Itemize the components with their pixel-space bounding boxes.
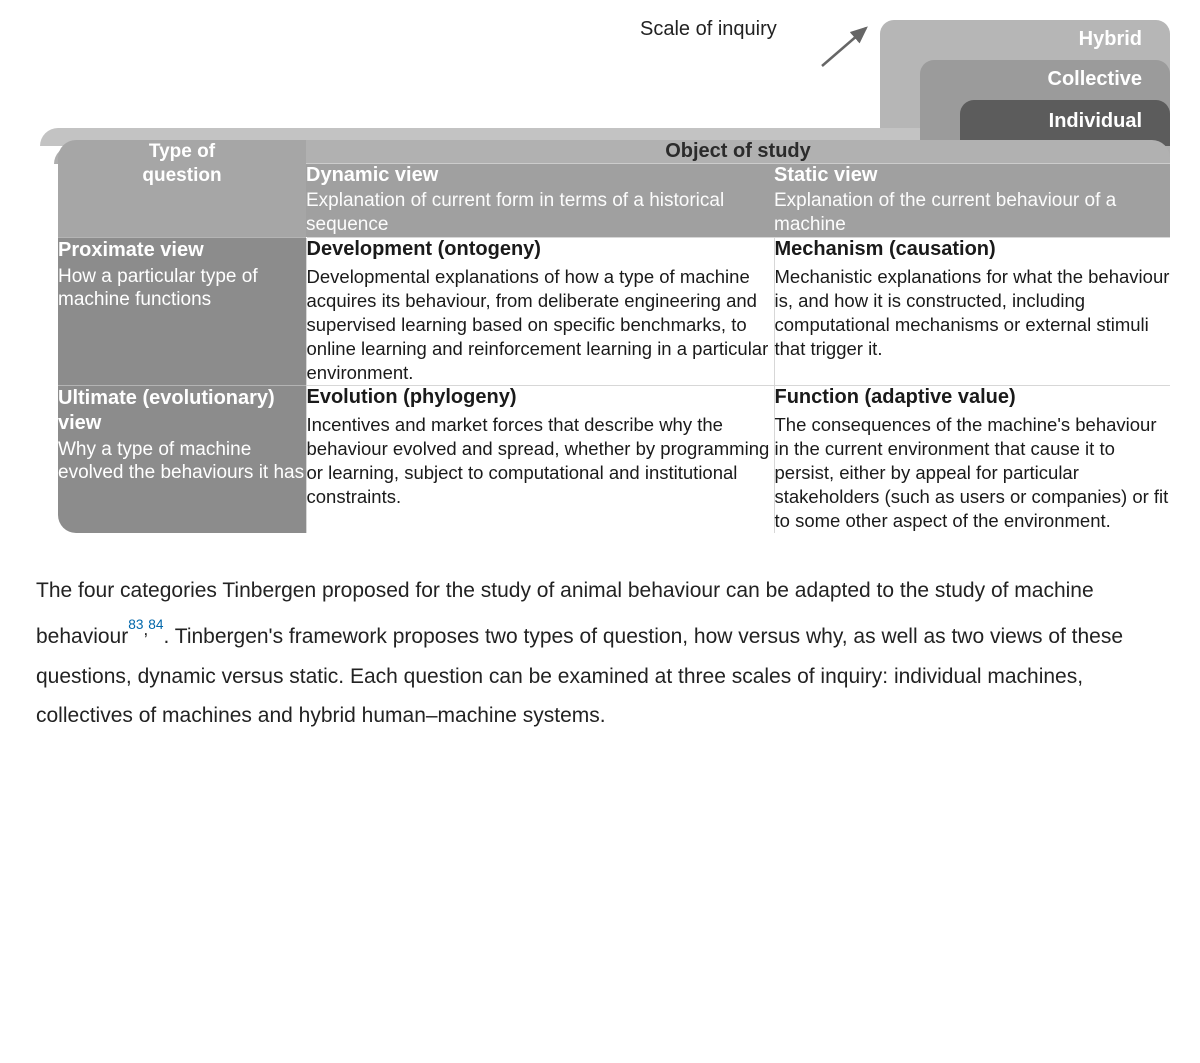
function-title: Function (adaptive value) — [775, 386, 1171, 409]
rowhead-proximate: Proximate view How a particular type of … — [58, 237, 306, 385]
evolution-body: Incentives and market forces that descri… — [307, 413, 774, 509]
tab-individual-label: Individual — [1049, 110, 1142, 132]
cell-mechanism: Mechanism (causation) Mechanistic explan… — [774, 237, 1170, 385]
table-row: Type of question Object of study — [58, 140, 1170, 164]
cell-development: Development (ontogeny) Developmental exp… — [306, 237, 774, 385]
dynamic-view-subtitle: Explanation of current form in terms of … — [306, 189, 774, 237]
cell-evolution: Evolution (phylogeny) Incentives and mar… — [306, 385, 774, 533]
static-view-title: Static view — [774, 164, 1170, 187]
mechanism-body: Mechanistic explanations for what the be… — [775, 265, 1171, 361]
proximate-title: Proximate view — [58, 238, 306, 263]
proximate-subtitle: How a particular type of machine functio… — [58, 265, 306, 313]
static-view-subtitle: Explanation of the current behaviour of … — [774, 189, 1170, 237]
tab-hybrid-label: Hybrid — [1079, 28, 1142, 50]
rowhead-ultimate: Ultimate (evolutionary) view Why a type … — [58, 385, 306, 533]
ultimate-title: Ultimate (evolutionary) view — [58, 386, 306, 436]
header-dynamic-view: Dynamic view Explanation of current form… — [306, 164, 774, 238]
development-title: Development (ontogeny) — [307, 238, 774, 261]
function-body: The consequences of the machine's behavi… — [775, 413, 1171, 533]
dynamic-view-title: Dynamic view — [306, 164, 774, 187]
tinbergen-table: Type of question Object of study Dynamic… — [58, 140, 1170, 533]
scale-tabs: Hybrid Collective Individual — [40, 20, 1170, 140]
ultimate-subtitle: Why a type of machine evolved the behavi… — [58, 438, 306, 486]
mechanism-title: Mechanism (causation) — [775, 238, 1171, 261]
header-type-of-question: Type of question — [58, 140, 306, 237]
development-body: Developmental explanations of how a type… — [307, 265, 774, 385]
header-static-view: Static view Explanation of the current b… — [774, 164, 1170, 238]
reference-link-83[interactable]: 83 — [128, 617, 143, 632]
caption-part-b: . Tinbergen's framework proposes two typ… — [36, 625, 1123, 728]
table-row: Proximate view How a particular type of … — [58, 237, 1170, 385]
figure-caption: The four categories Tinbergen proposed f… — [0, 563, 1200, 766]
table-row: Ultimate (evolutionary) view Why a type … — [58, 385, 1170, 533]
type-of-question-label: Type of question — [142, 141, 221, 186]
object-of-study-label: Object of study — [665, 140, 811, 162]
figure-container: Scale of inquiry Hybrid Collective Indiv… — [0, 0, 1200, 563]
tab-collective-label: Collective — [1048, 68, 1142, 90]
cell-function: Function (adaptive value) The consequenc… — [774, 385, 1170, 533]
evolution-title: Evolution (phylogeny) — [307, 386, 774, 409]
reference-link-84[interactable]: 84 — [148, 617, 163, 632]
header-object-of-study: Object of study — [306, 140, 1170, 164]
